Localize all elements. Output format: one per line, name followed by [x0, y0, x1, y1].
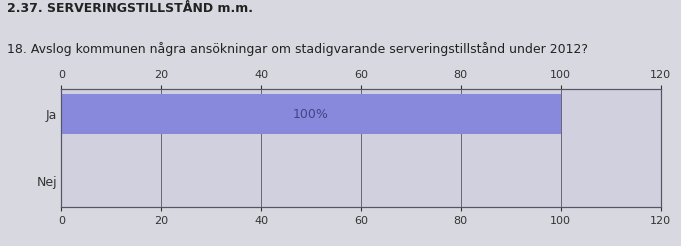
Text: 2.37. SERVERINGSTILLSTÅND m.m.: 2.37. SERVERINGSTILLSTÅND m.m.: [7, 2, 253, 15]
Bar: [61, 94, 560, 134]
Text: 100%: 100%: [293, 108, 329, 121]
Text: 18. Avslog kommunen några ansökningar om stadigvarande serveringstillstånd under: 18. Avslog kommunen några ansökningar om…: [7, 42, 588, 56]
